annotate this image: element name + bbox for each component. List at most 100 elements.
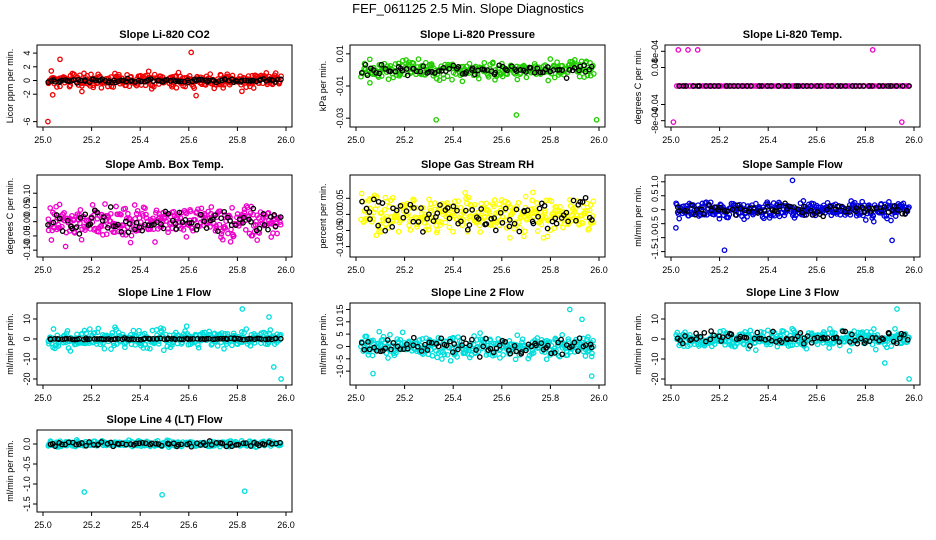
data-point bbox=[859, 204, 866, 211]
data-point bbox=[540, 215, 546, 221]
data-point bbox=[387, 331, 393, 338]
x-tick-label: 25.2 bbox=[396, 135, 414, 145]
data-point bbox=[490, 222, 497, 228]
data-point bbox=[553, 220, 560, 227]
x-tick-label: 26.0 bbox=[590, 135, 608, 145]
data-point bbox=[462, 207, 469, 214]
y-tick-label: -0.10 bbox=[22, 240, 32, 261]
y-tick-label: -10 bbox=[650, 352, 660, 365]
data-point bbox=[826, 345, 833, 351]
data-point bbox=[782, 200, 788, 207]
data-point bbox=[455, 198, 461, 204]
data-point bbox=[776, 203, 783, 210]
x-tick-label: 25.2 bbox=[396, 393, 414, 403]
x-tick-label: 25.0 bbox=[347, 265, 365, 275]
data-point bbox=[519, 336, 526, 343]
data-point bbox=[499, 337, 506, 344]
panel-8: Slope Line 2 Flow 25.0 25.2 25.4 25.6 25.8 26.… bbox=[318, 287, 608, 403]
y-tick-label: -0.04 bbox=[650, 94, 660, 115]
data-point bbox=[866, 202, 872, 208]
data-point bbox=[410, 218, 417, 225]
data-point bbox=[240, 440, 247, 447]
data-point bbox=[109, 330, 116, 336]
data-point bbox=[373, 69, 379, 76]
x-tick-label: 25.0 bbox=[34, 135, 52, 145]
data-point bbox=[481, 213, 488, 220]
x-tick-label: 25.8 bbox=[857, 135, 875, 145]
data-point bbox=[531, 69, 538, 76]
data-point bbox=[573, 217, 579, 224]
data-point bbox=[701, 329, 708, 336]
data-point bbox=[77, 215, 84, 221]
data-point bbox=[693, 330, 699, 337]
plot-frame bbox=[349, 302, 606, 386]
data-point bbox=[407, 227, 414, 233]
data-point bbox=[723, 83, 730, 89]
data-point bbox=[530, 189, 536, 196]
data-point bbox=[846, 209, 853, 215]
data-point bbox=[684, 208, 691, 214]
y-axis-label: ml/min per min. bbox=[5, 440, 15, 502]
data-point bbox=[808, 207, 814, 214]
x-tick-label: 25.6 bbox=[180, 520, 198, 530]
data-point bbox=[129, 77, 135, 84]
y-tick-label: 0 bbox=[22, 78, 32, 83]
data-point bbox=[729, 206, 736, 213]
data-point bbox=[895, 207, 901, 213]
data-point bbox=[215, 78, 222, 84]
data-point bbox=[888, 343, 895, 349]
data-point bbox=[565, 336, 572, 342]
data-point bbox=[277, 219, 283, 225]
data-point bbox=[223, 443, 230, 450]
data-point-outlier bbox=[789, 177, 796, 184]
data-point bbox=[434, 210, 441, 217]
data-point bbox=[277, 214, 284, 220]
data-point bbox=[266, 336, 272, 342]
data-point bbox=[747, 343, 753, 349]
data-point bbox=[178, 441, 185, 448]
data-point bbox=[460, 335, 467, 342]
data-point bbox=[366, 56, 373, 63]
data-point bbox=[462, 189, 468, 196]
data-point bbox=[676, 215, 683, 222]
data-point bbox=[808, 83, 815, 89]
data-point bbox=[84, 336, 91, 343]
data-point bbox=[382, 345, 389, 352]
data-point bbox=[394, 213, 401, 220]
data-point bbox=[700, 210, 707, 217]
data-point bbox=[122, 205, 129, 212]
data-point bbox=[892, 325, 898, 332]
data-point bbox=[76, 231, 83, 237]
y-tick-label: 0.10 bbox=[22, 184, 32, 202]
data-point bbox=[559, 67, 566, 73]
data-point bbox=[359, 198, 365, 205]
panel-title: Slope Gas Stream RH bbox=[421, 159, 534, 171]
data-point bbox=[232, 222, 239, 228]
data-point-outlier bbox=[894, 306, 900, 312]
data-point bbox=[215, 228, 221, 234]
y-tick-label: -8e-04 bbox=[650, 108, 660, 134]
data-point bbox=[216, 221, 223, 228]
data-point bbox=[834, 83, 841, 89]
data-point bbox=[520, 233, 527, 240]
data-point bbox=[538, 340, 545, 346]
data-point bbox=[178, 336, 185, 343]
data-point bbox=[182, 216, 189, 223]
data-point bbox=[218, 215, 225, 222]
data-point bbox=[48, 237, 55, 243]
data-point bbox=[506, 223, 513, 230]
plot-frame bbox=[36, 174, 293, 258]
data-point bbox=[522, 193, 529, 200]
y-tick-label: 10 bbox=[22, 314, 32, 324]
data-point bbox=[358, 69, 365, 76]
data-point bbox=[552, 215, 559, 222]
data-point bbox=[358, 190, 365, 197]
y-tick-label: -10 bbox=[22, 352, 32, 365]
data-point bbox=[135, 336, 141, 343]
data-point bbox=[692, 211, 698, 218]
data-point bbox=[267, 327, 274, 333]
data-point bbox=[435, 343, 442, 350]
data-point bbox=[517, 67, 524, 73]
data-point bbox=[366, 346, 373, 353]
data-point bbox=[220, 85, 227, 91]
